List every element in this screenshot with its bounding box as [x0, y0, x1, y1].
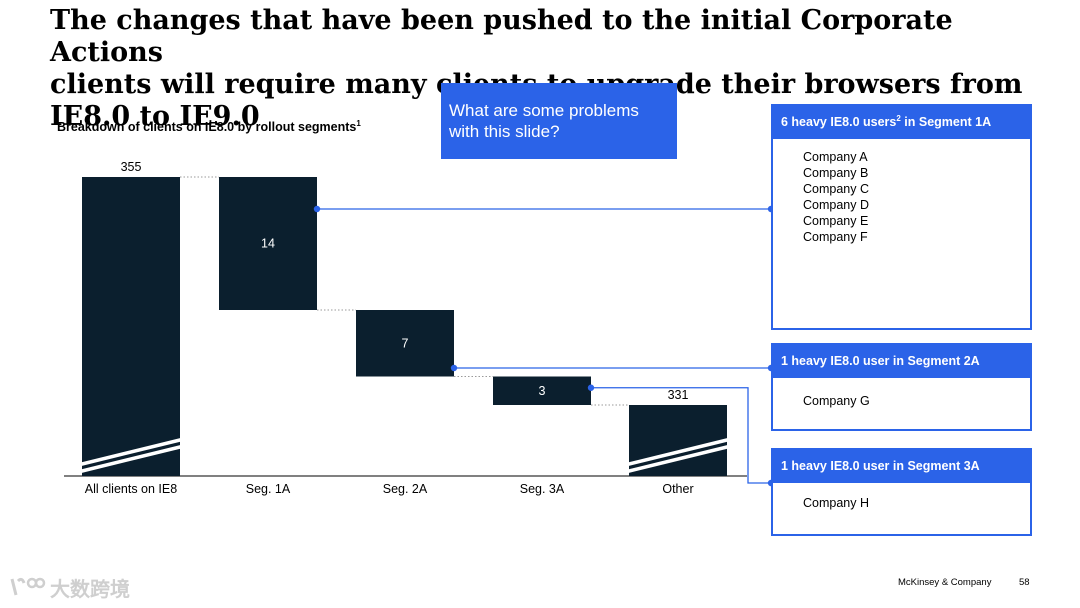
panel-company-list: Company H: [773, 483, 1030, 511]
bar-value-label: 14: [261, 237, 275, 251]
company-item: Company F: [803, 230, 868, 244]
company-item: Company C: [803, 182, 869, 196]
panel-connector-line: [591, 387, 771, 484]
company-item: Company B: [803, 166, 869, 180]
question-callout: What are some problems with this slide?: [441, 83, 677, 159]
axis-break-mark: [77, 437, 185, 467]
chart-subtitle-text: Breakdown of clients on IE8.0 by rollout…: [57, 120, 357, 135]
category-label: Seg. 3A: [520, 482, 565, 496]
page-number: 58: [1019, 577, 1030, 588]
connector-dot: [450, 364, 458, 372]
bar-value-label: 355: [121, 160, 142, 174]
company-item: Company E: [803, 214, 869, 228]
watermark-text: 大数跨境: [50, 578, 130, 601]
panel-header: 1 heavy IE8.0 user in Segment 3A: [773, 450, 1030, 483]
panel-company-list: Company A Company B Company C Company D …: [773, 139, 1030, 245]
company-item: Company G: [803, 394, 870, 408]
axis-break-mark: [624, 444, 732, 474]
watermark: 大数跨境: [8, 572, 143, 602]
panel-header-suffix: in Segment 1A: [900, 115, 992, 129]
bar-seg-3a: [493, 376, 591, 405]
panel-header: 6 heavy IE8.0 users2 in Segment 1A: [773, 106, 1030, 139]
bar-value-label: 7: [402, 336, 409, 350]
bar-value-label: 3: [539, 384, 546, 398]
subtitle-footnote-marker: 1: [356, 119, 361, 128]
bar-other: [629, 405, 727, 476]
axis-break-mark: [624, 437, 732, 467]
panel-header-text: 6 heavy IE8.0 users: [781, 115, 897, 129]
panel-footnote-marker: 2: [896, 113, 901, 123]
axis-break-mark: [77, 444, 185, 474]
chart-subtitle: Breakdown of clients on IE8.0 by rollout…: [57, 119, 361, 134]
brand-logo-icon: [10, 577, 46, 596]
category-label: All clients on IE8: [85, 482, 177, 496]
panel-header: 1 heavy IE8.0 user in Segment 2A: [773, 345, 1030, 378]
panel-segment-2a: 1 heavy IE8.0 user in Segment 2A Company…: [771, 343, 1032, 431]
footer-brand: McKinsey & Company: [898, 577, 992, 588]
company-item: Company A: [803, 150, 868, 164]
company-item: Company H: [803, 496, 869, 510]
panel-company-list: Company G: [773, 378, 1030, 409]
connector-dot: [587, 384, 595, 391]
category-label: Seg. 1A: [246, 482, 291, 496]
connector-dot: [313, 205, 321, 213]
bar-seg-2a: [356, 310, 454, 377]
category-label: Seg. 2A: [383, 482, 428, 496]
bar-all-clients-on-ie8: [82, 177, 180, 476]
company-item: Company D: [803, 198, 869, 212]
bar-value-label: 331: [668, 388, 689, 402]
panel-segment-3a: 1 heavy IE8.0 user in Segment 3A Company…: [771, 448, 1032, 536]
panel-segment-1a: 6 heavy IE8.0 users2 in Segment 1A Compa…: [771, 104, 1032, 330]
bar-seg-1a: [219, 177, 317, 310]
category-label: Other: [662, 482, 693, 496]
